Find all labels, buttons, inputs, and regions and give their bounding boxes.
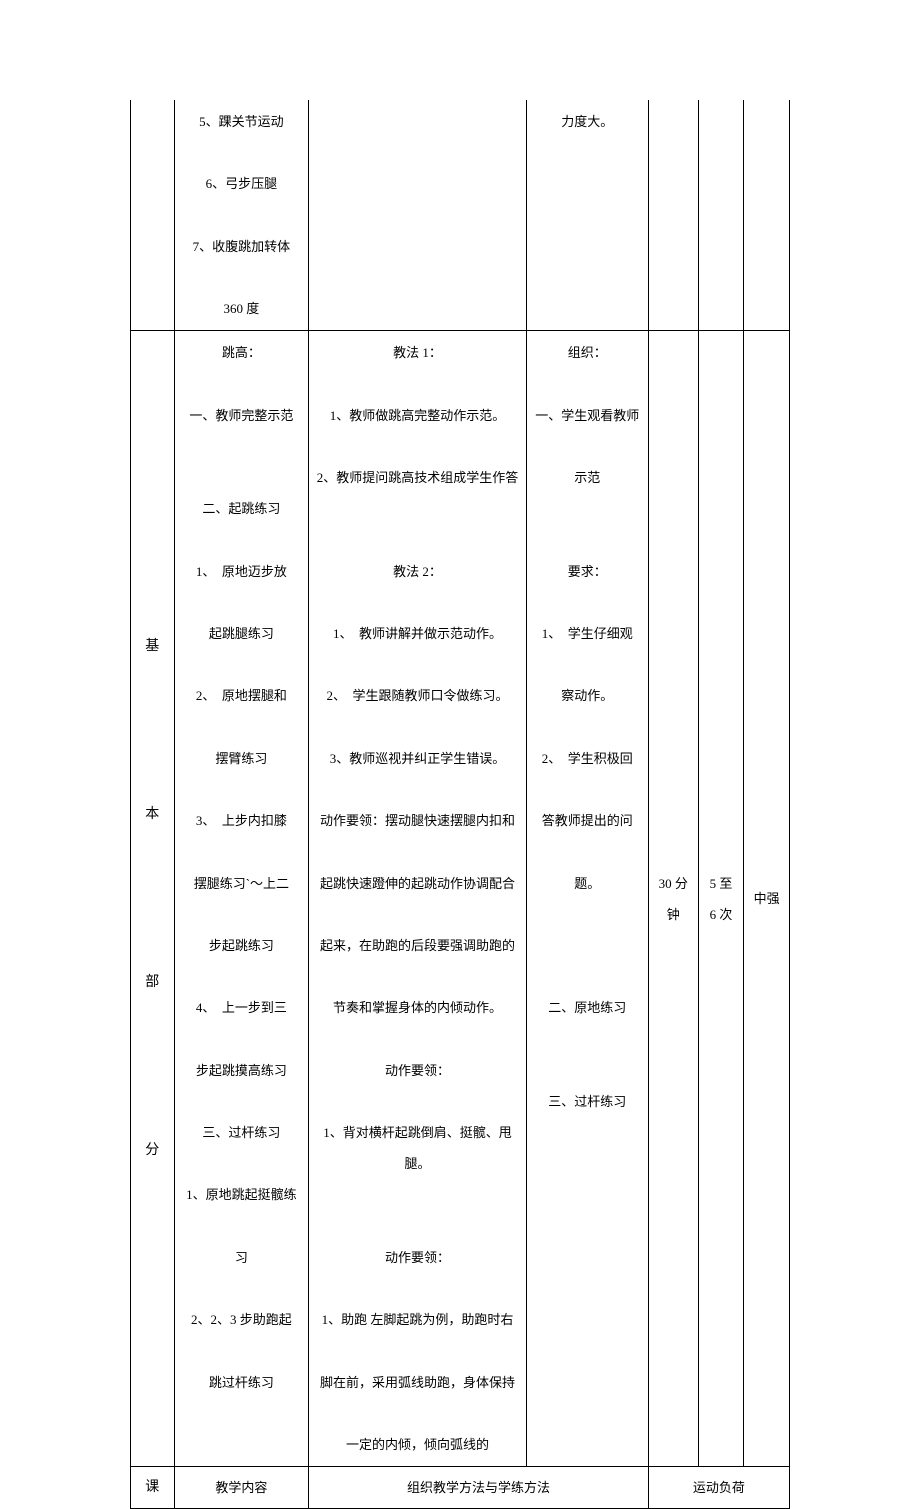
section-cell: 基 本 部 分 bbox=[131, 331, 175, 1467]
method-cell: 教法 1： 1、教师做跳高完整动作示范。 2、教师提问跳高技术组成学生作答 教法… bbox=[309, 331, 527, 1467]
document-page: 5、踝关节运动 6、弓步压腿 7、收腹跳加转体 360 度 力度大。 基 本 部… bbox=[0, 0, 920, 1302]
content-cell: 5、踝关节运动 6、弓步压腿 7、收腹跳加转体 360 度 bbox=[174, 100, 309, 331]
intensity-cell: 中强 bbox=[744, 331, 790, 1467]
section-header: 课 bbox=[131, 1467, 175, 1509]
intensity-cell-empty bbox=[744, 100, 790, 331]
table-row: 基 本 部 分 跳高： 一、教师完整示范 二、起跳练习 1、 原地迈步放 起跳腿… bbox=[131, 331, 790, 1467]
table-row: 5、踝关节运动 6、弓步压腿 7、收腹跳加转体 360 度 力度大。 bbox=[131, 100, 790, 331]
lesson-plan-table: 5、踝关节运动 6、弓步压腿 7、收腹跳加转体 360 度 力度大。 基 本 部… bbox=[130, 100, 790, 1509]
load-header: 运动负荷 bbox=[648, 1467, 789, 1509]
org-cell: 力度大。 bbox=[526, 100, 648, 331]
reps-cell-empty bbox=[698, 100, 744, 331]
section-cell-empty bbox=[131, 100, 175, 331]
time-cell-empty bbox=[648, 100, 698, 331]
time-cell: 30 分钟 bbox=[648, 331, 698, 1467]
reps-cell: 5 至6 次 bbox=[698, 331, 744, 1467]
content-cell: 跳高： 一、教师完整示范 二、起跳练习 1、 原地迈步放 起跳腿练习 2、 原地… bbox=[174, 331, 309, 1467]
method-cell-empty bbox=[309, 100, 527, 331]
org-cell: 组织： 一、学生观看教师 示范 要求： 1、 学生仔细观 察动作。 2、 学生积… bbox=[526, 331, 648, 1467]
content-header: 教学内容 bbox=[174, 1467, 309, 1509]
table-header-row: 课 教学内容 组织教学方法与学练方法 运动负荷 bbox=[131, 1467, 790, 1509]
method-org-header: 组织教学方法与学练方法 bbox=[309, 1467, 649, 1509]
